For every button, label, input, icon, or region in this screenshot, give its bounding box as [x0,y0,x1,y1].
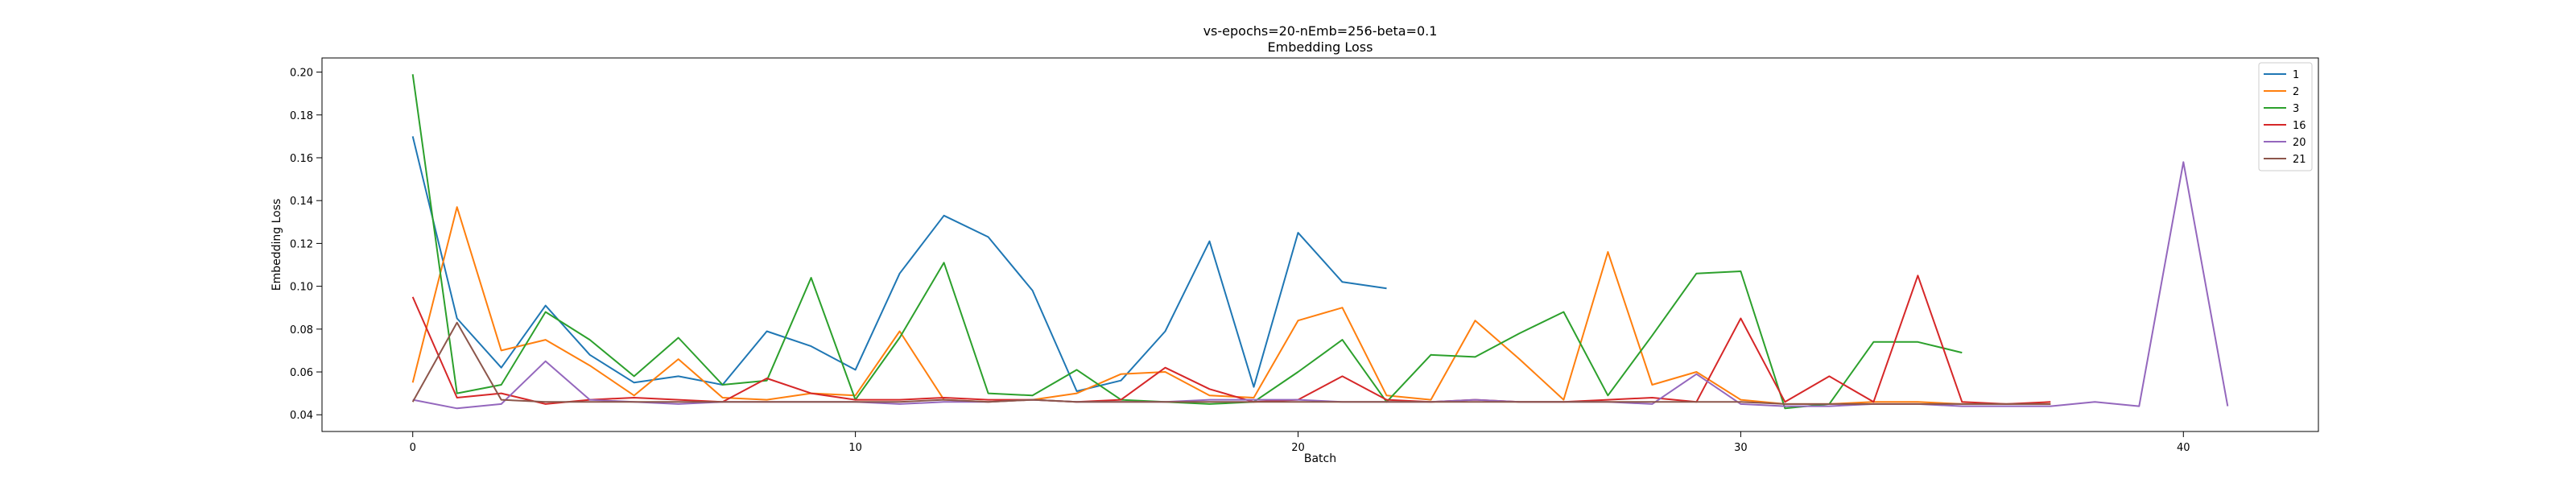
legend-label-2: 2 [2293,86,2299,98]
chart-subtitle: Embedding Loss [1268,39,1373,55]
x-tick-label: 10 [848,442,862,454]
chart-title: vs-epochs=20-nEmb=256-beta=0.1 [1203,23,1438,39]
legend-label-1: 1 [2293,69,2299,81]
y-axis-label: Embedding Loss [270,199,283,291]
x-axis: 0 10 20 30 40 [410,431,2190,454]
plot-area [411,74,2229,410]
y-tick-label: 0.04 [290,410,313,422]
legend-label-16: 16 [2293,120,2306,132]
y-tick-label: 0.10 [290,282,313,294]
legend-label-3: 3 [2293,103,2299,115]
legend-box [2258,62,2313,171]
legend-label-20: 20 [2293,137,2306,149]
series-line-1 [411,136,1387,392]
x-tick-label: 30 [1734,442,1748,454]
plot-frame [321,57,2319,432]
series-line-3 [411,74,1963,410]
series-line-16 [411,275,2051,405]
y-tick-label: 0.14 [290,196,313,208]
x-tick-label: 20 [1291,442,1305,454]
x-axis-label: Batch [1304,452,1336,465]
x-tick-label: 40 [2177,442,2190,454]
y-tick-label: 0.18 [290,110,313,122]
y-tick-label: 0.16 [290,153,313,165]
legend-label-21: 21 [2293,154,2306,166]
series-line-21 [411,321,2051,405]
y-tick-label: 0.06 [290,367,313,379]
legend: 1 2 3 16 20 21 [2258,62,2313,171]
x-tick-label: 0 [410,442,416,454]
y-tick-label: 0.08 [290,324,313,336]
y-axis: 0.04 0.06 0.08 0.10 0.12 0.14 0.16 0.18 0.20 [290,68,322,422]
y-tick-label: 0.20 [290,68,313,80]
y-tick-label: 0.12 [290,238,313,250]
